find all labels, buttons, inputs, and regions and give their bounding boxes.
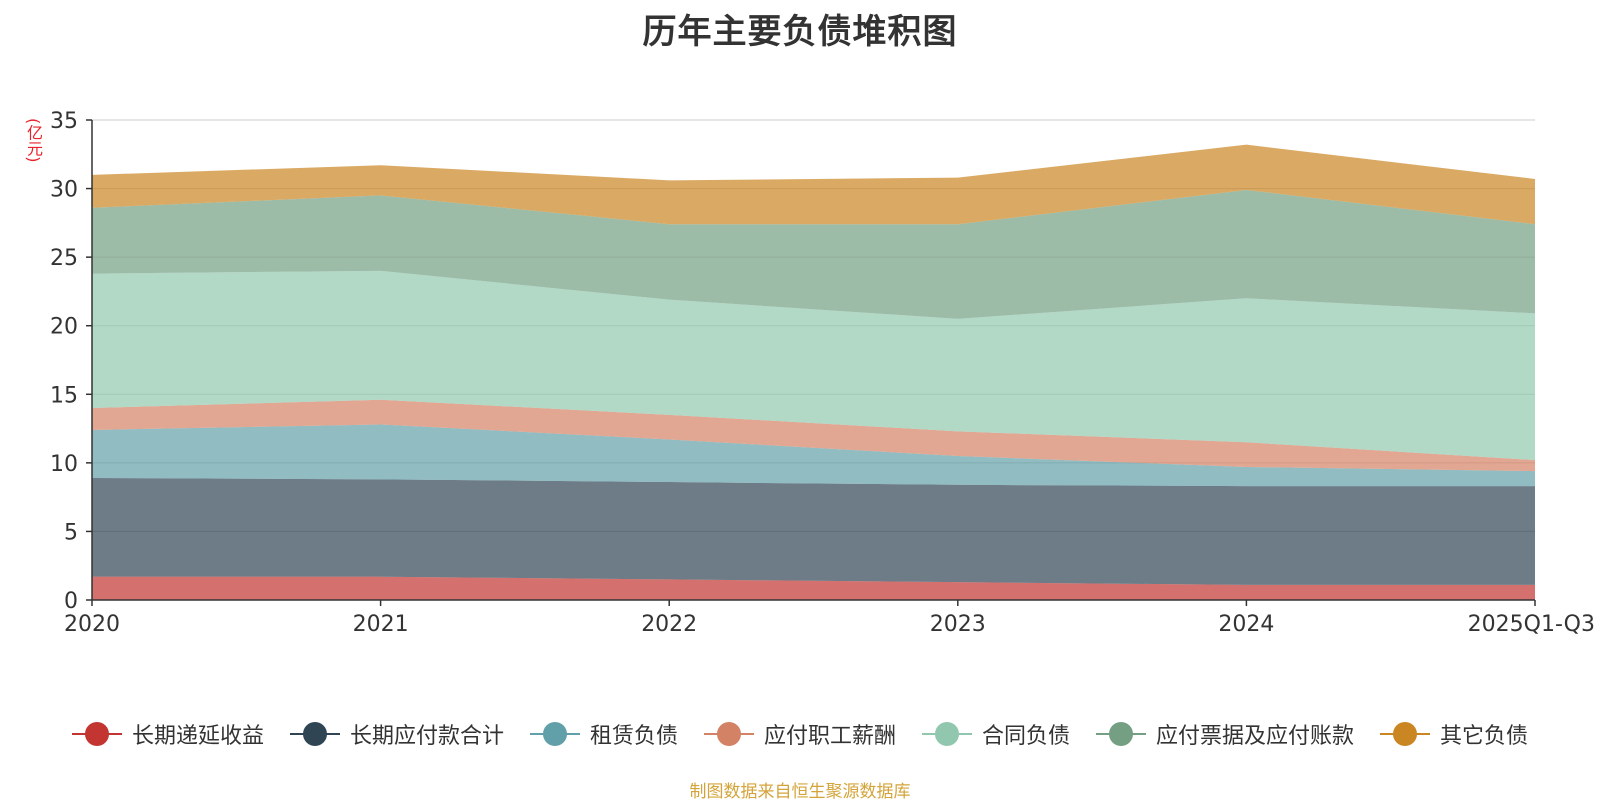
legend-marker-icon bbox=[289, 721, 340, 747]
area-layer bbox=[92, 144, 1535, 600]
legend-marker-icon bbox=[529, 721, 580, 747]
y-tick-label: 10 bbox=[50, 452, 78, 477]
legend-item-4[interactable]: 应付职工薪酬 bbox=[703, 718, 896, 750]
source-note: 制图数据来自恒生聚源数据库 bbox=[689, 782, 911, 802]
x-tick-label: 2025Q1-Q3 bbox=[1468, 612, 1595, 637]
legend-label: 长期递延收益 bbox=[131, 724, 264, 749]
chart-title: 历年主要负债堆积图 bbox=[642, 12, 958, 52]
legend-item-3[interactable]: 租赁负债 bbox=[529, 718, 678, 750]
y-tick-label: 20 bbox=[50, 315, 78, 340]
x-tick-label: 2020 bbox=[64, 612, 120, 637]
legend-label: 租赁负债 bbox=[589, 724, 678, 749]
y-axis-unit-label: (亿元) bbox=[24, 118, 43, 163]
x-tick-label: 2023 bbox=[930, 612, 986, 637]
legend: 长期递延收益 长期应付款合计 租赁负债 应付职工薪酬 合同负债 应付票据及应付账款 其它负债 bbox=[0, 718, 1600, 750]
legend-item-5[interactable]: 合同负债 bbox=[922, 718, 1070, 750]
area-series-5 bbox=[92, 270, 1535, 461]
area-series-1 bbox=[92, 576, 1535, 600]
legend-marker-icon bbox=[1096, 721, 1147, 747]
y-tick-label: 0 bbox=[64, 589, 78, 614]
area-series-3 bbox=[92, 424, 1535, 487]
legend-label: 其它负债 bbox=[1440, 724, 1529, 749]
legend-marker-icon bbox=[703, 721, 754, 747]
x-tick-label: 2024 bbox=[1218, 612, 1274, 637]
legend-item-1[interactable]: 长期递延收益 bbox=[71, 718, 264, 750]
area-series-6 bbox=[92, 189, 1535, 319]
y-tick-label: 5 bbox=[64, 520, 78, 545]
y-tick-label: 30 bbox=[50, 178, 78, 203]
legend-marker-icon bbox=[71, 721, 122, 747]
legend-item-2[interactable]: 长期应付款合计 bbox=[289, 718, 504, 750]
legend-marker-icon bbox=[922, 721, 972, 747]
axis-layer: 0 5 10 15 20 25 30 35 2020 2021 2022 2023 2024 2025Q1… bbox=[50, 109, 1595, 637]
legend-item-7[interactable]: 其它负债 bbox=[1380, 718, 1528, 750]
area-series-7 bbox=[92, 144, 1535, 225]
legend-marker-icon bbox=[1380, 721, 1431, 747]
legend-label: 应付票据及应付账款 bbox=[1156, 724, 1355, 749]
area-series-4 bbox=[92, 399, 1535, 472]
y-tick-label: 35 bbox=[50, 109, 78, 134]
x-tick-label: 2021 bbox=[353, 612, 409, 637]
x-tick-label: 2022 bbox=[641, 612, 697, 637]
legend-item-6[interactable]: 应付票据及应付账款 bbox=[1096, 718, 1354, 750]
legend-label: 长期应付款合计 bbox=[349, 724, 504, 749]
legend-label: 合同负债 bbox=[982, 724, 1071, 749]
legend-label: 应付职工薪酬 bbox=[763, 724, 896, 749]
area-series-2 bbox=[92, 477, 1535, 585]
y-tick-label: 15 bbox=[50, 383, 78, 408]
y-tick-label: 25 bbox=[50, 246, 78, 271]
chart-canvas: 0 5 10 15 20 25 30 35 2020 2021 2022 2023 2024 2025Q1… bbox=[50, 109, 1595, 637]
